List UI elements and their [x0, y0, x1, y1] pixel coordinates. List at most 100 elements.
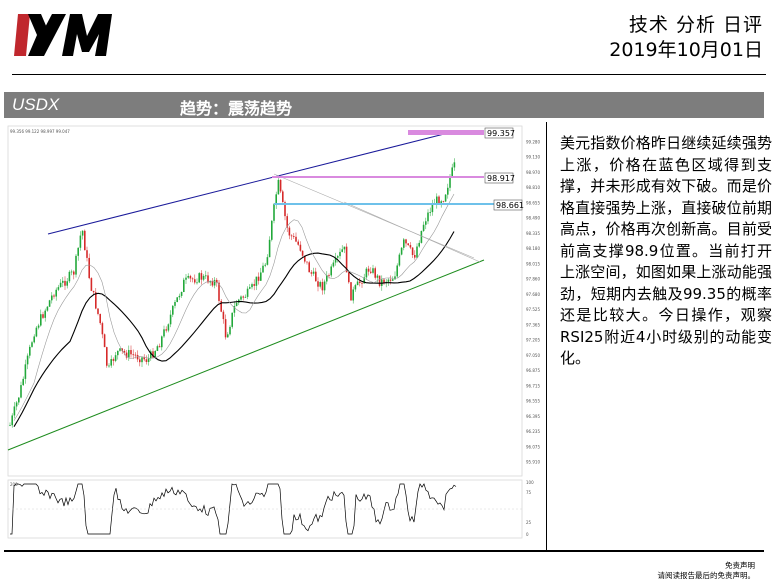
candle-body — [233, 306, 236, 313]
candle-body — [345, 246, 348, 273]
candle-body — [264, 264, 266, 266]
candle-body — [422, 224, 425, 231]
candle-body — [367, 268, 370, 272]
candle-body — [55, 289, 57, 297]
candle-body — [244, 296, 247, 298]
candle-body — [180, 292, 183, 296]
candle-body — [75, 255, 77, 275]
price-tag-98661: 98.661 — [493, 199, 524, 211]
candle-body — [86, 250, 88, 258]
candle-body — [352, 289, 354, 301]
candle-body — [88, 257, 90, 279]
candle-body — [312, 271, 315, 274]
candle-body — [163, 329, 165, 337]
candle-body — [257, 276, 260, 281]
candle-body — [147, 358, 150, 362]
candle-body — [365, 268, 368, 278]
y-tick-label: 96.875 — [526, 368, 540, 373]
candle-body — [429, 212, 431, 213]
candle-body — [220, 300, 222, 312]
candle-body — [235, 302, 238, 307]
candle-body — [183, 279, 185, 293]
candle-body — [249, 287, 251, 289]
upper-trendline — [47, 130, 457, 235]
rsi-tick-label: 25 — [526, 520, 532, 525]
candle-body — [132, 354, 134, 356]
moving-average-gray — [13, 193, 455, 421]
bottom-rule — [4, 550, 764, 552]
candle-body — [337, 256, 339, 258]
y-tick-label: 98.015 — [526, 261, 540, 266]
candle-body — [378, 275, 381, 286]
candle-body — [31, 342, 33, 347]
candle-body — [211, 281, 214, 286]
candle-body — [59, 282, 62, 288]
candle-body — [246, 288, 249, 297]
candle-body — [343, 246, 346, 250]
candle-body — [169, 314, 172, 325]
candle-body — [299, 244, 302, 251]
candle-body — [194, 279, 196, 283]
panel-divider — [546, 122, 547, 550]
xm-logo — [14, 14, 112, 56]
candle-body — [400, 247, 403, 255]
candle-body — [253, 284, 255, 286]
candle-body — [130, 350, 132, 355]
candle-body — [9, 425, 11, 427]
candle-body — [101, 323, 104, 335]
candle-body — [207, 275, 209, 283]
candle-body — [209, 281, 211, 283]
candle-body — [231, 312, 233, 327]
candle-body — [438, 196, 440, 205]
candle-body — [15, 402, 18, 407]
y-tick-label: 99.130 — [526, 155, 540, 160]
y-tick-label: 97.205 — [526, 338, 540, 343]
candle-body — [372, 268, 374, 273]
candle-body — [266, 257, 269, 265]
candle-body — [156, 346, 159, 351]
candle-body — [218, 282, 220, 301]
candle-body — [37, 325, 40, 328]
candle-body — [321, 282, 324, 291]
candle-body — [326, 275, 328, 282]
candle-body — [420, 230, 423, 243]
candle-body — [301, 250, 304, 256]
candle-body — [319, 282, 321, 287]
candle-body — [444, 194, 447, 202]
candle-body — [213, 279, 216, 286]
candle-body — [376, 275, 379, 278]
candle-body — [97, 308, 99, 314]
candle-body — [330, 266, 332, 276]
candle-body — [66, 281, 68, 286]
candle-body — [405, 239, 407, 244]
plot-frame — [7, 125, 523, 477]
rsi-tick-label: 100 — [526, 480, 534, 485]
candle-body — [242, 296, 244, 298]
logo-m — [62, 14, 112, 56]
y-tick-label: 95.910 — [526, 460, 540, 465]
candle-body — [26, 355, 29, 365]
rsi-tick-label: 0 — [526, 532, 529, 537]
svg-text:98.661: 98.661 — [496, 201, 524, 210]
candle-body — [103, 334, 106, 348]
rsi-top-label: 200 — [10, 482, 18, 487]
rsi-axis-ticks: 100 75 25 0 — [526, 480, 534, 537]
candle-body — [64, 280, 66, 286]
candle-body — [92, 290, 95, 293]
y-tick-label: 98.180 — [526, 246, 540, 251]
candle-body — [42, 314, 44, 318]
candle-body — [425, 221, 427, 225]
y-axis-ticks: 99.280 99.130 98.970 98.810 98.655 98.490 98.3… — [526, 140, 540, 465]
candle-body — [222, 311, 225, 320]
candle-body — [407, 243, 409, 246]
candle-body — [418, 242, 420, 247]
y-tick-label: 96.075 — [526, 444, 540, 449]
y-tick-label: 96.395 — [526, 414, 540, 419]
candle-body — [363, 277, 365, 284]
candle-body — [323, 281, 326, 291]
candle-body — [290, 235, 293, 237]
svg-text:99.357: 99.357 — [487, 129, 515, 138]
candle-body — [427, 212, 429, 222]
y-tick-label: 96.555 — [526, 399, 540, 404]
candle-body — [110, 359, 112, 366]
